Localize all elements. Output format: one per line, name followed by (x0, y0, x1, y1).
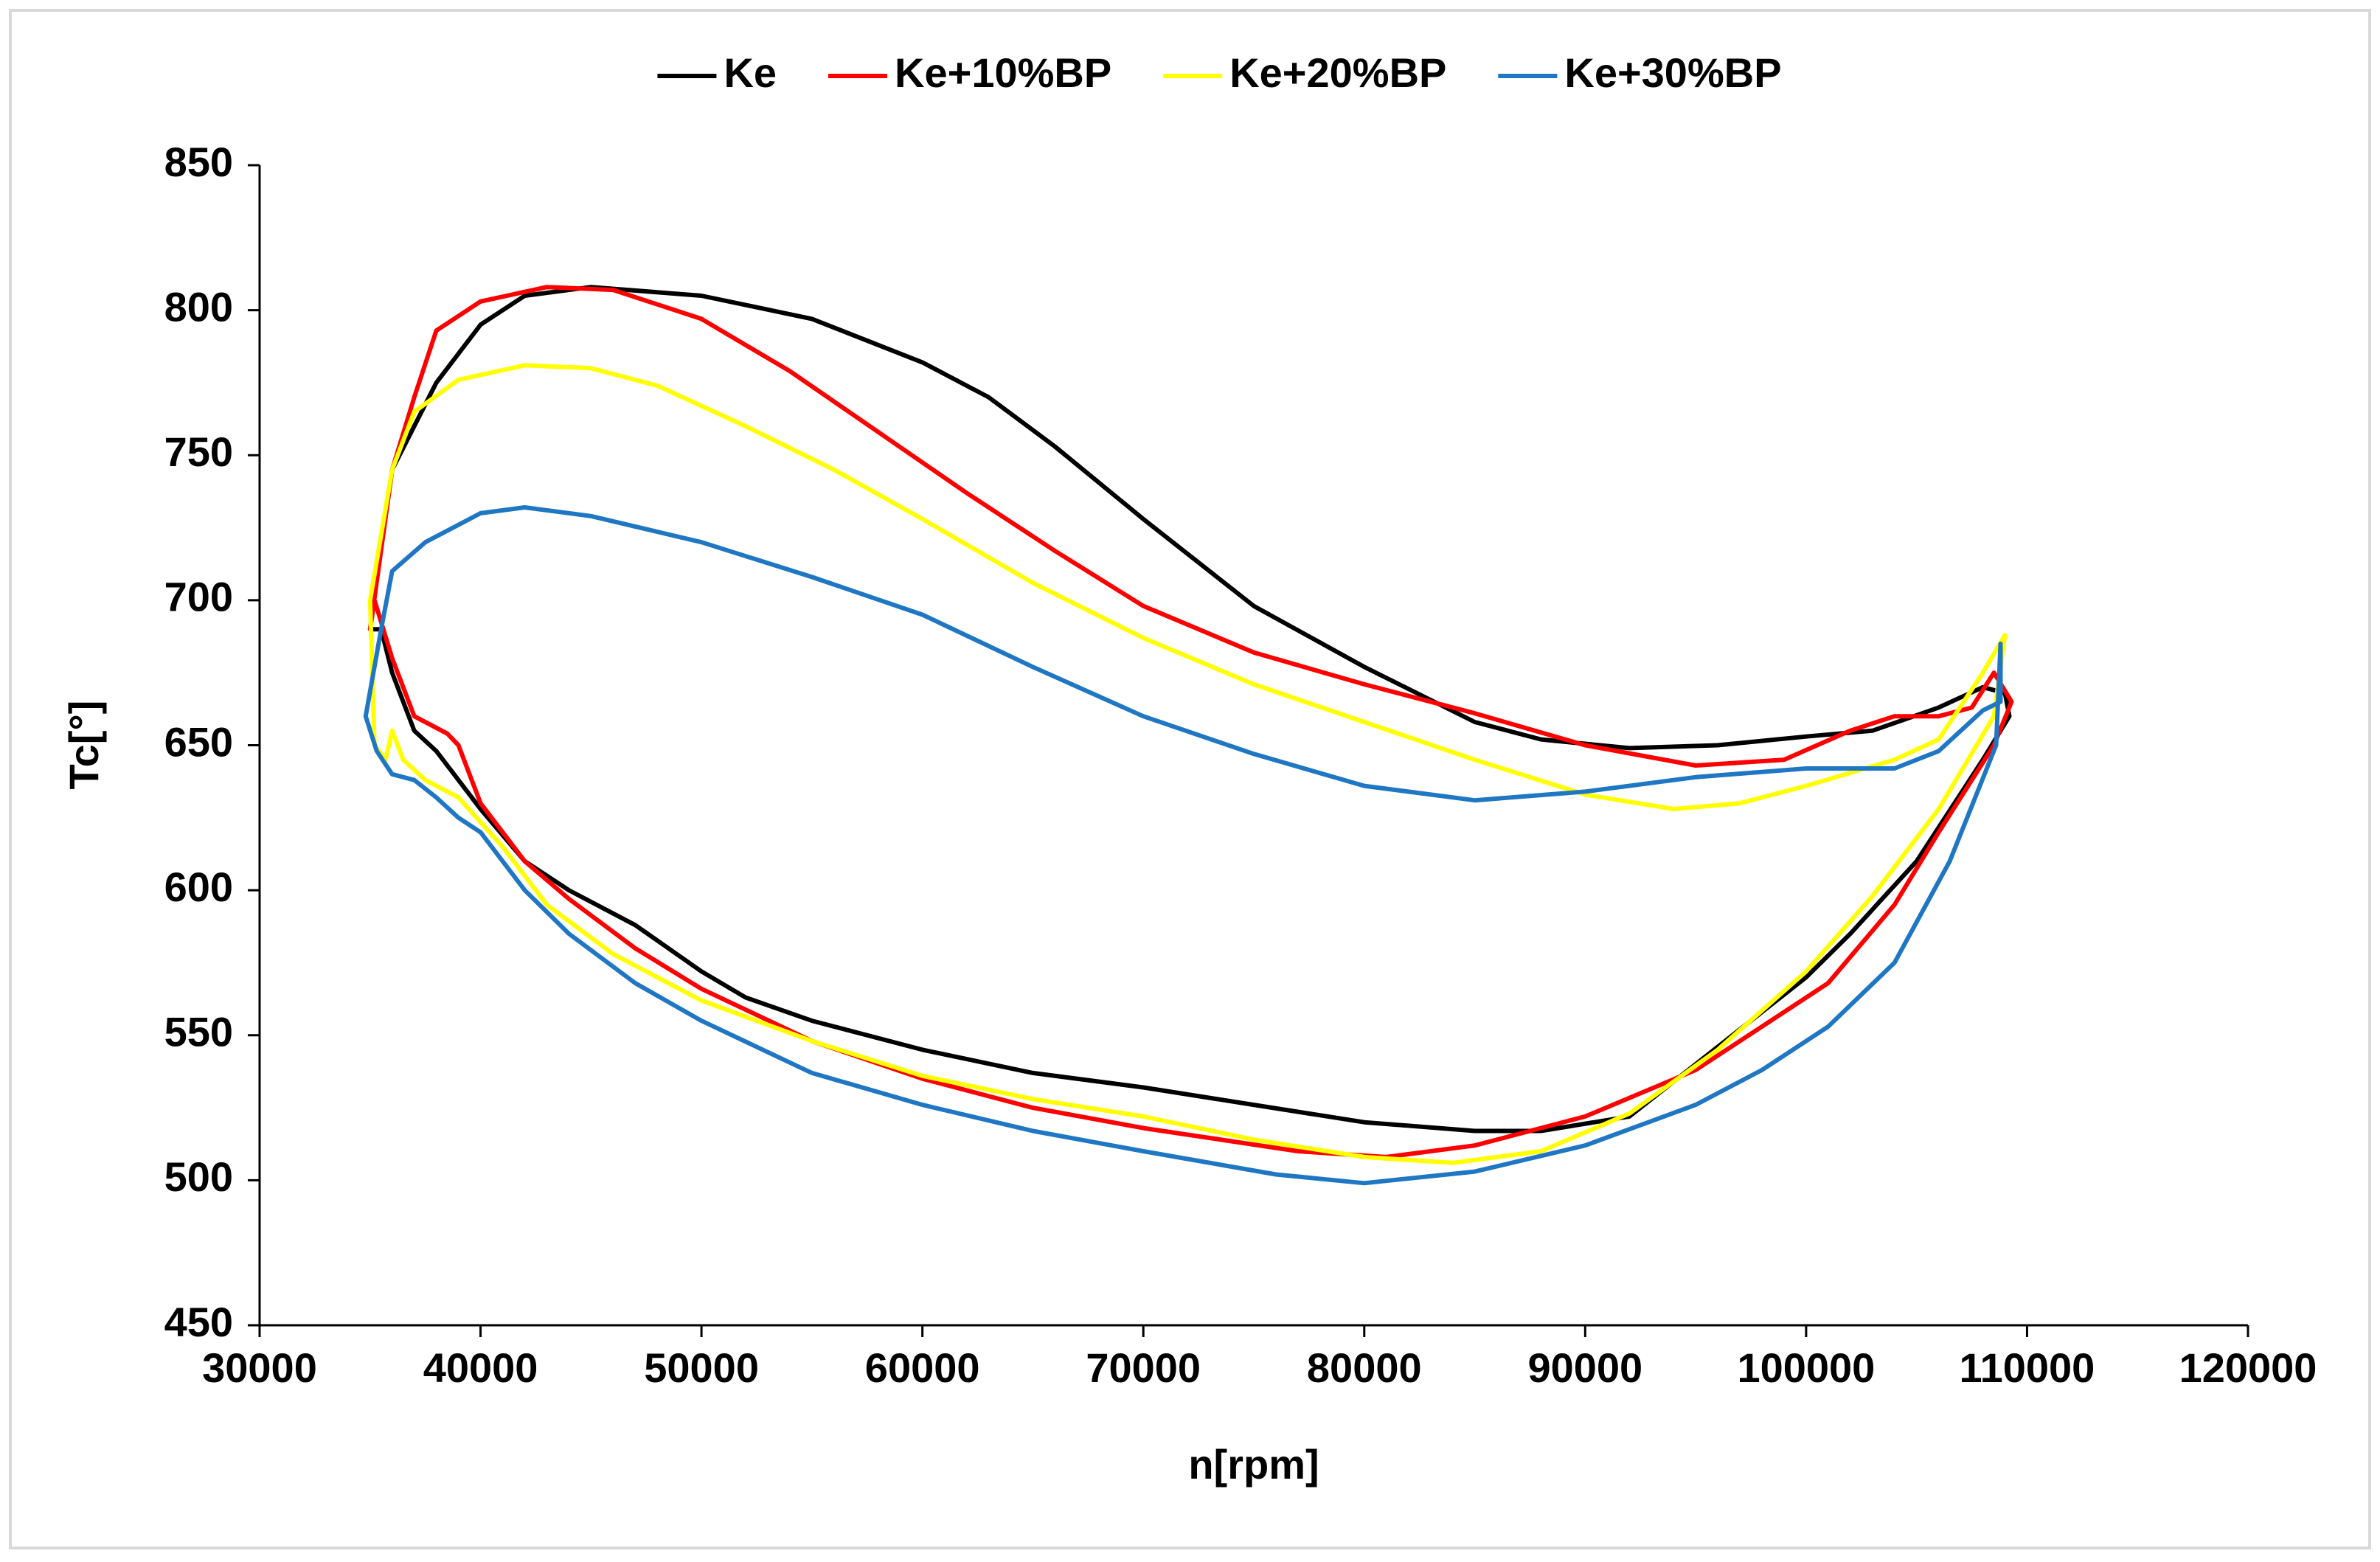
x-tick-label: 40000 (423, 1344, 538, 1391)
x-tick-label: 110000 (1960, 1344, 2095, 1391)
x-tick-label: 60000 (865, 1344, 980, 1391)
x-tick-label: 80000 (1307, 1344, 1422, 1391)
legend-label: Ke (724, 49, 777, 96)
chart-border (9, 9, 2371, 1549)
y-tick-label: 600 (164, 864, 233, 910)
legend-label: Ke+20%BP (1229, 49, 1446, 96)
series-line (367, 363, 2008, 1165)
legend-label: Ke+30%BP (1564, 49, 1781, 96)
x-tick-label: 30000 (202, 1344, 317, 1391)
y-tick-label: 450 (164, 1299, 233, 1345)
y-tick-label: 750 (164, 428, 233, 475)
x-tick-label: 100000 (1737, 1344, 1875, 1391)
x-tick-label: 70000 (1086, 1344, 1201, 1391)
y-axis-title: Tc[°] (60, 701, 107, 790)
x-axis-title: n[rpm] (1188, 1441, 1319, 1488)
y-tick-label: 850 (164, 139, 233, 185)
series-line (367, 285, 2014, 1159)
y-tick-label: 650 (164, 718, 233, 765)
x-tick-label: 50000 (644, 1344, 759, 1391)
series-line (363, 505, 2003, 1186)
x-tick-label: 120000 (2179, 1344, 2317, 1391)
y-tick-label: 500 (164, 1153, 233, 1200)
x-tick-label: 90000 (1527, 1344, 1642, 1391)
y-tick-label: 700 (164, 574, 233, 620)
y-tick-label: 800 (164, 283, 233, 330)
y-tick-label: 550 (164, 1009, 233, 1055)
legend-label: Ke+10%BP (895, 49, 1111, 96)
